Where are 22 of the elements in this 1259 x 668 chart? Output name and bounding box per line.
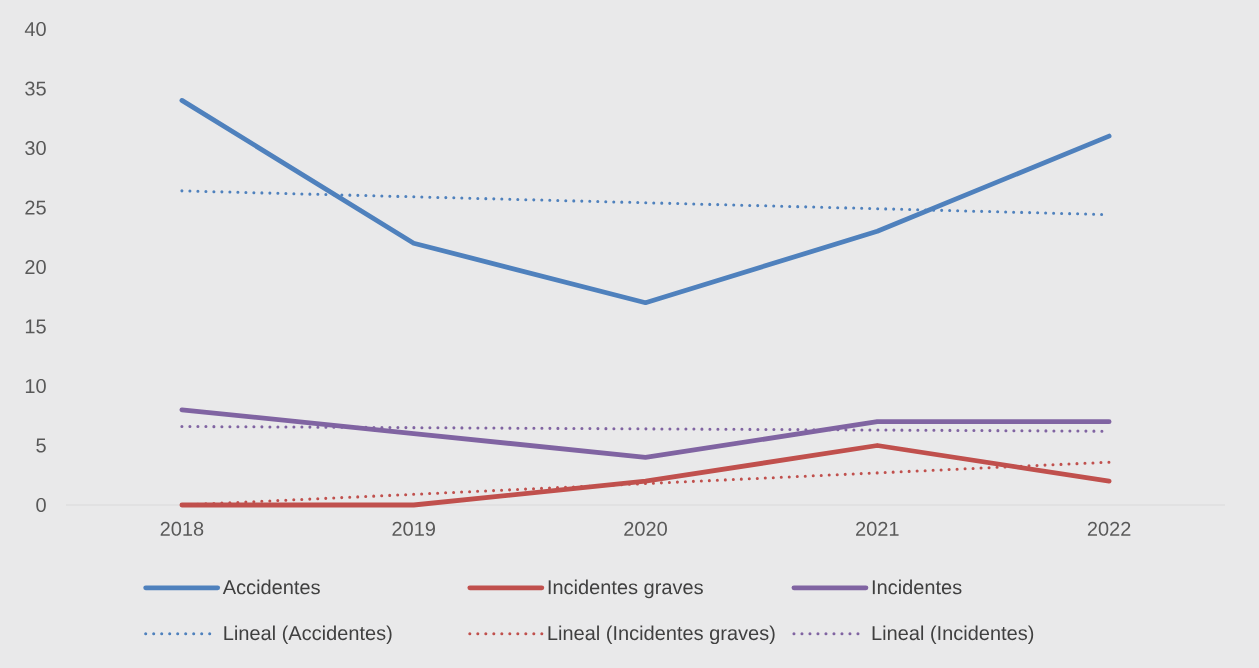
legend-label: Incidentes graves xyxy=(548,579,703,599)
y-tick-label: 40 xyxy=(24,21,46,37)
y-tick-label: 0 xyxy=(36,497,46,513)
legend-label: Accidentes xyxy=(222,579,320,595)
y-tick-label: 25 xyxy=(25,200,46,215)
y-tick-label: 35 xyxy=(25,81,46,96)
y-tick-label: 10 xyxy=(25,378,46,394)
y-tick-label: 5 xyxy=(36,438,46,453)
legend-label: Lineal (Incidentes graves) xyxy=(548,625,775,645)
legend-label: Lineal (Accidentes) xyxy=(224,625,392,645)
x-tick-label: 2018 xyxy=(160,521,204,536)
y-tick-label: 20 xyxy=(25,259,46,275)
legend-label: Lineal (Incidentes) xyxy=(872,625,1034,645)
x-tick-label: 2019 xyxy=(392,521,435,536)
y-tick-label: 30 xyxy=(25,140,46,156)
legend-label: Incidentes xyxy=(872,579,962,595)
line-series xyxy=(179,407,1112,460)
y-tick-label: 15 xyxy=(25,319,46,334)
line-series xyxy=(179,98,1112,306)
x-tick-label: 2022 xyxy=(1087,521,1131,536)
x-tick-label: 2021 xyxy=(856,521,899,536)
x-tick-label: 2020 xyxy=(624,521,667,536)
